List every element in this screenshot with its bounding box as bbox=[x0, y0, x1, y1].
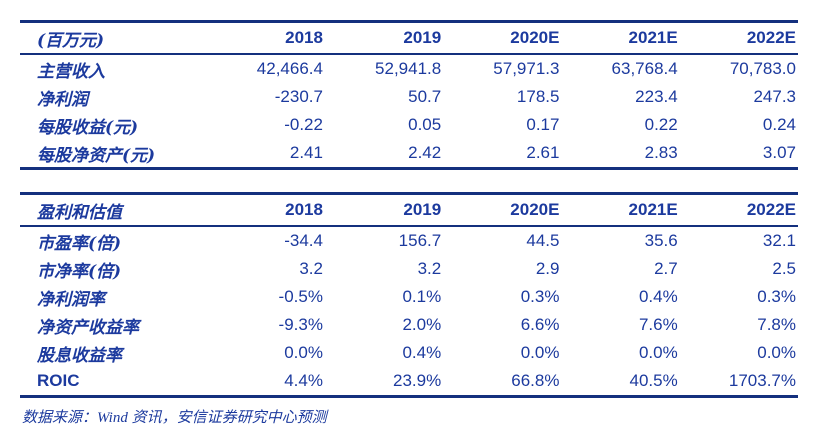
cell-value: 0.0% bbox=[757, 343, 796, 362]
cell-value: 2.83 bbox=[644, 143, 678, 162]
cell-value: 44.5 bbox=[526, 231, 560, 250]
cell-value: 0.17 bbox=[526, 115, 560, 134]
cell-value: 2.41 bbox=[289, 143, 323, 162]
cell-value: 247.3 bbox=[753, 87, 796, 106]
cell-value: 0.0% bbox=[638, 343, 678, 362]
row-label: 净资产收益率 bbox=[37, 317, 139, 338]
table-row: 市盈率(倍) -34.4 156.7 44.5 35.6 32.1 bbox=[20, 226, 798, 255]
cell-value: 40.5% bbox=[629, 371, 678, 390]
cell-value: 223.4 bbox=[635, 87, 678, 106]
cell-value: -0.22 bbox=[284, 115, 323, 134]
table-row: 净利润 -230.7 50.7 178.5 223.4 247.3 bbox=[20, 83, 798, 111]
cell-value: 23.9% bbox=[393, 371, 442, 390]
table-row: 股息收益率 0.0% 0.4% 0.0% 0.0% 0.0% bbox=[20, 339, 798, 367]
table-row: 净利润率 -0.5% 0.1% 0.3% 0.4% 0.3% bbox=[20, 283, 798, 311]
cell-value: 2.61 bbox=[526, 143, 560, 162]
section-header: 盈利和估值 bbox=[20, 193, 207, 227]
row-label: 每股净资产(元) bbox=[37, 145, 156, 166]
row-label: ROIC bbox=[37, 371, 80, 390]
cell-value: 57,971.3 bbox=[493, 59, 560, 78]
year-header: 2022E bbox=[679, 193, 798, 227]
cell-value: 3.2 bbox=[299, 259, 323, 278]
cell-value: 0.3% bbox=[520, 287, 560, 306]
cell-value: 32.1 bbox=[762, 231, 796, 250]
cell-value: 0.22 bbox=[644, 115, 678, 134]
cell-value: 63,768.4 bbox=[611, 59, 678, 78]
cell-value: 35.6 bbox=[644, 231, 678, 250]
cell-value: -9.3% bbox=[278, 315, 323, 334]
year-header: 2022E bbox=[679, 21, 798, 55]
valuation-table: 盈利和估值 2018 2019 2020E 2021E 2022E 市盈率(倍)… bbox=[20, 192, 798, 398]
year-header: 2019 bbox=[324, 21, 444, 55]
row-label: 市盈率(倍) bbox=[37, 233, 122, 254]
table-row: 净资产收益率 -9.3% 2.0% 6.6% 7.6% 7.8% bbox=[20, 311, 798, 339]
year-header: 2019 bbox=[324, 193, 444, 227]
cell-value: 66.8% bbox=[511, 371, 560, 390]
year-header: 2021E bbox=[561, 21, 680, 55]
cell-value: 42,466.4 bbox=[256, 59, 323, 78]
cell-value: 52,941.8 bbox=[375, 59, 442, 78]
year-header: 2018 bbox=[206, 21, 325, 55]
cell-value: 0.3% bbox=[757, 287, 796, 306]
cell-value: -0.5% bbox=[278, 287, 323, 306]
cell-value: 0.4% bbox=[402, 343, 442, 362]
cell-value: 6.6% bbox=[520, 315, 560, 334]
cell-value: 2.7 bbox=[654, 259, 678, 278]
cell-value: 2.0% bbox=[402, 315, 442, 334]
year-header: 2020E bbox=[443, 21, 562, 55]
cell-value: 70,783.0 bbox=[729, 59, 796, 78]
year-header: 2018 bbox=[206, 193, 325, 227]
year-header: 2021E bbox=[561, 193, 680, 227]
cell-value: 156.7 bbox=[398, 231, 442, 250]
cell-value: 0.05 bbox=[408, 115, 442, 134]
cell-value: 4.4% bbox=[284, 371, 323, 390]
table-row: ROIC 4.4% 23.9% 66.8% 40.5% 1703.7% bbox=[20, 367, 798, 397]
table-spacer bbox=[20, 170, 798, 192]
cell-value: 2.42 bbox=[408, 143, 442, 162]
cell-value: -34.4 bbox=[284, 231, 323, 250]
cell-value: 3.2 bbox=[417, 259, 442, 278]
cell-value: 2.9 bbox=[535, 259, 560, 278]
cell-value: 7.6% bbox=[638, 315, 678, 334]
cell-value: 0.0% bbox=[284, 343, 323, 362]
cell-value: 0.0% bbox=[520, 343, 560, 362]
cell-value: -230.7 bbox=[274, 87, 323, 106]
row-label: 每股收益(元) bbox=[37, 117, 139, 138]
cell-value: 0.24 bbox=[762, 115, 796, 134]
row-label: 主营收入 bbox=[37, 61, 105, 82]
unit-header: (百万元) bbox=[20, 21, 207, 55]
row-label: 净利润率 bbox=[37, 289, 105, 310]
cell-value: 0.4% bbox=[638, 287, 678, 306]
table-row: 每股净资产(元) 2.41 2.42 2.61 2.83 3.07 bbox=[20, 139, 798, 169]
cell-value: 7.8% bbox=[757, 315, 796, 334]
year-header: 2020E bbox=[443, 193, 562, 227]
cell-value: 50.7 bbox=[408, 87, 442, 106]
cell-value: 178.5 bbox=[516, 87, 560, 106]
table-row: 每股收益(元) -0.22 0.05 0.17 0.22 0.24 bbox=[20, 111, 798, 139]
table-header-row: 盈利和估值 2018 2019 2020E 2021E 2022E bbox=[20, 193, 798, 227]
cell-value: 2.5 bbox=[772, 259, 796, 278]
income-statement-table: (百万元) 2018 2019 2020E 2021E 2022E 主营收入 4… bbox=[20, 20, 798, 170]
row-label: 市净率(倍) bbox=[37, 261, 122, 282]
table-row: 市净率(倍) 3.2 3.2 2.9 2.7 2.5 bbox=[20, 255, 798, 283]
cell-value: 0.1% bbox=[402, 287, 442, 306]
row-label: 股息收益率 bbox=[37, 345, 122, 366]
row-label: 净利润 bbox=[37, 89, 88, 110]
cell-value: 3.07 bbox=[762, 143, 796, 162]
table-header-row: (百万元) 2018 2019 2020E 2021E 2022E bbox=[20, 21, 798, 55]
cell-value: 1703.7% bbox=[728, 371, 796, 390]
financial-summary-page: (百万元) 2018 2019 2020E 2021E 2022E 主营收入 4… bbox=[20, 20, 798, 427]
table-row: 主营收入 42,466.4 52,941.8 57,971.3 63,768.4… bbox=[20, 54, 798, 83]
source-note: 数据来源：Wind 资讯，安信证券研究中心预测 bbox=[22, 410, 327, 426]
